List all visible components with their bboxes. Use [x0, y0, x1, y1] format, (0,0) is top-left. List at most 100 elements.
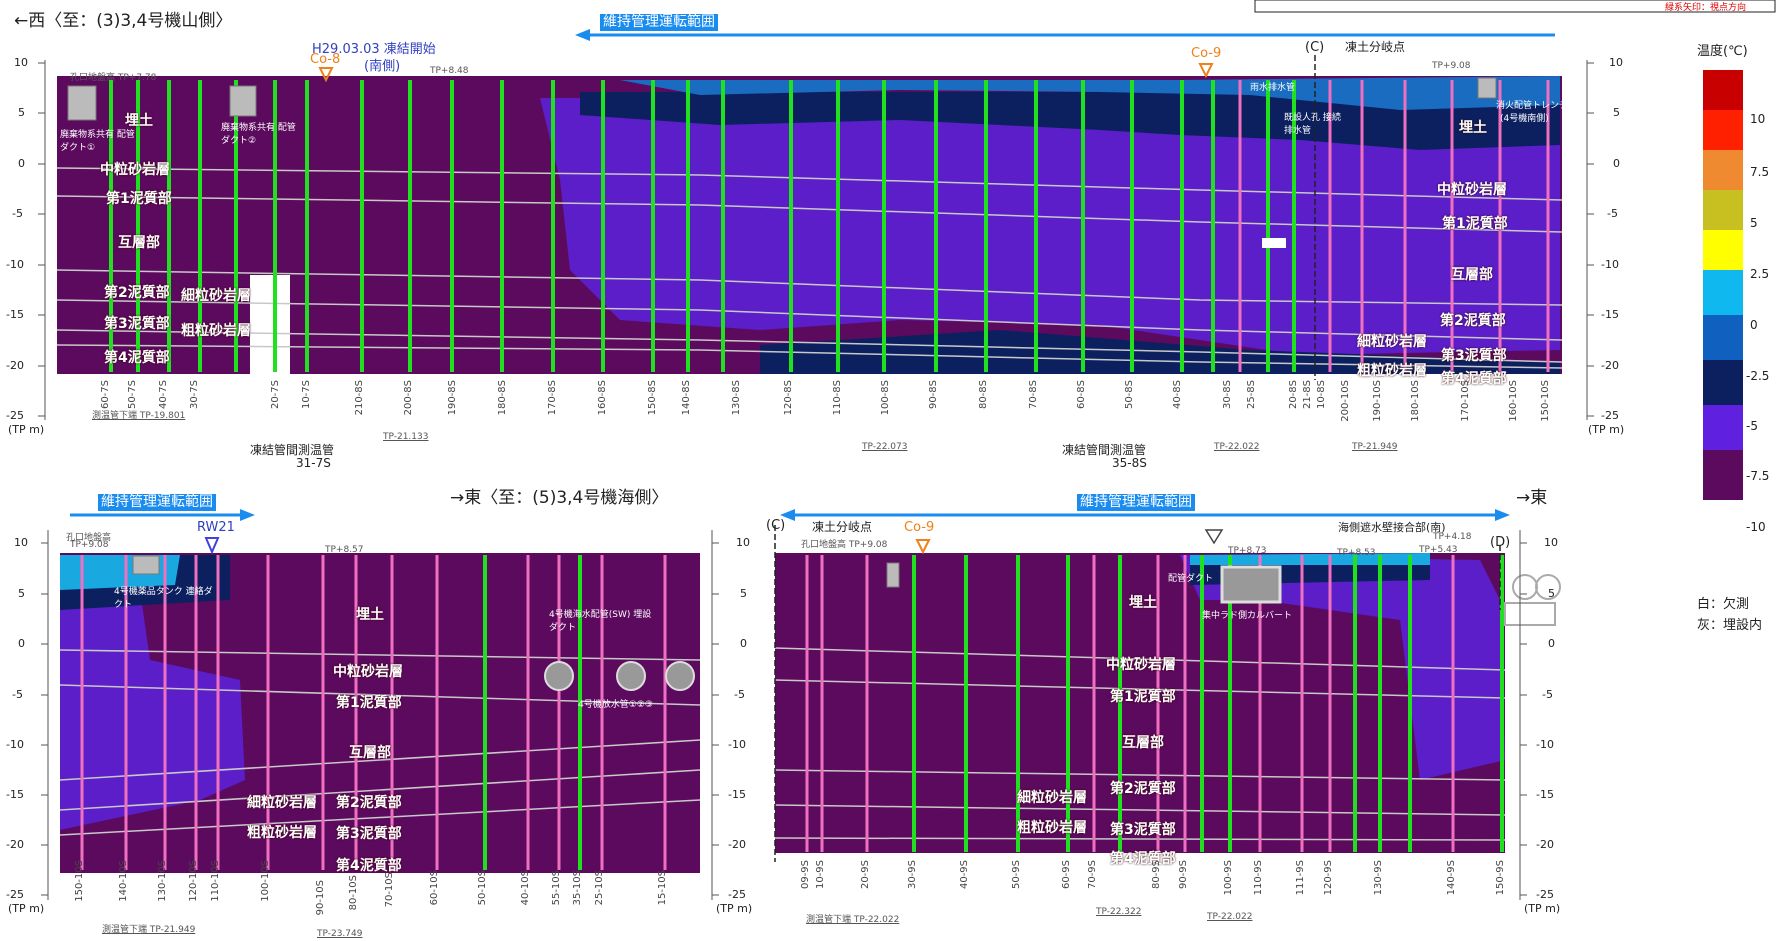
br-range-label: 維持管理運転範囲: [1077, 494, 1195, 511]
pipe-label: 130-9S: [1373, 860, 1384, 896]
waste-duct-1-label: 廃棄物系共有 配管ダクト①: [60, 130, 135, 153]
tp908-top: TP+9.08: [1432, 61, 1471, 71]
pipe-label: 40-8S: [1172, 380, 1183, 410]
pipe-label: 200-10S: [1340, 380, 1351, 422]
layer-mud3-top-right: 第3泥質部: [1441, 348, 1507, 364]
pipe-label: 21-8S: [1302, 380, 1313, 410]
legend-tick: -5: [1746, 419, 1758, 433]
layer-mud4-top-right: 第4泥質部: [1441, 371, 1507, 387]
top-range-arrowhead: [575, 29, 590, 41]
top-right-tick: 10: [1609, 56, 1623, 69]
bl-pink-pipes: [80, 555, 667, 870]
pipe-label: 70-10S: [384, 872, 395, 908]
top-bottom-tp3: TP-22.073: [862, 442, 908, 452]
tp848-label: TP+8.48: [430, 66, 469, 76]
bl-panel: [59, 553, 701, 873]
pipe-label: 50-8S: [1124, 380, 1135, 410]
br-right-tick: -5: [1542, 688, 1553, 701]
top-left-tick: -5: [12, 207, 23, 220]
bl-left-tick: -10: [6, 738, 24, 751]
legend-tick: -2.5: [1746, 369, 1770, 383]
layer-mud1-top: 第1泥質部: [106, 191, 172, 207]
legend-tick: 10: [1750, 112, 1766, 126]
pipe-label: 150-8S: [647, 380, 658, 416]
pipe-label: 180-8S: [497, 380, 508, 416]
seawall-structure: [1504, 574, 1561, 626]
pipe-label: 80-9S: [1151, 860, 1162, 890]
bl-range-label: 維持管理運転範囲: [98, 494, 216, 511]
top-left-axis: [38, 60, 46, 420]
pipe-label: 120-8S: [783, 380, 794, 416]
pipe-label: 200-8S: [403, 380, 414, 416]
br-layer-mud2: 第2泥質部: [1110, 781, 1176, 797]
drain-label: 既設人孔 接続排水管: [1284, 113, 1341, 136]
br-layer-alt: 互層部: [1122, 735, 1164, 751]
legend-white: 白：欠測: [1697, 597, 1750, 612]
br-right-unit: (TP m): [1524, 902, 1561, 915]
top-pink-pipes: [1238, 80, 1550, 372]
top-bottom-tp5: TP-21.949: [1352, 442, 1398, 452]
bl-left-tick: -5: [12, 688, 23, 701]
c-label-top: (C): [1305, 40, 1325, 55]
corner-note-box: [1254, 0, 1776, 13]
br-branch-label: 凍土分岐点: [812, 520, 873, 534]
bl-layer-fine: 細粒砂岩層: [247, 795, 317, 811]
top-title: ←西〈至：(3)3,4号機山側〉: [14, 11, 233, 31]
outlet-label: 4号機放水管①②③: [578, 700, 653, 710]
bl-right-tick: -25: [728, 888, 746, 901]
pipe-label: 150-10S: [1540, 380, 1551, 422]
pipe-label: 160-10S: [1508, 380, 1519, 422]
tp-ground-top: 孔口地盤高 TP+7.78: [70, 73, 157, 83]
br-green-pipes: [912, 555, 1504, 852]
br-sea-label: 海側遮水壁接合部(南): [1338, 521, 1446, 534]
layer-mud2-top-right: 第2泥質部: [1440, 313, 1506, 329]
top-bottom-navy: [760, 330, 1560, 374]
pipe-label: 20-7S: [270, 380, 281, 410]
pipe-label: 20-8S: [1288, 380, 1299, 410]
outlet-pipe-2: [616, 661, 646, 691]
pipe-label: 60-10S: [429, 870, 440, 906]
top-right-unit: (TP m): [1588, 423, 1625, 436]
layer-fine-top-right: 細粒砂岩層: [1357, 334, 1427, 350]
br-east-label: →東: [1516, 488, 1548, 508]
br-range-arrowhead-right: [1495, 509, 1510, 521]
pipe-label: 130-10S: [157, 860, 168, 902]
pipe-label: 110-9S: [1253, 860, 1264, 896]
br-right-tick: -20: [1536, 838, 1554, 851]
br-right-tick: 10: [1544, 536, 1558, 549]
bl-left-tick: -20: [6, 838, 24, 851]
co8-label: Co-8: [310, 52, 341, 67]
pipe-label: 60-8S: [1076, 380, 1087, 410]
br-layer-mid: 中粒砂岩層: [1106, 657, 1176, 673]
top-left-unit: (TP m): [8, 423, 45, 436]
waste-duct-2-label: 廃棄物系共有 配管ダクト②: [221, 123, 296, 146]
bl-layer-fill: 埋土: [356, 607, 384, 623]
bl-right-tick: 5: [740, 587, 747, 600]
bl-bottom-tp1: 測温管下端 TP-21.949: [102, 925, 196, 935]
pipe-label: 130-8S: [731, 380, 742, 416]
br-bottom-tp1: 測温管下端 TP-22.022: [806, 915, 900, 925]
rainpipe-label: 雨水排水管: [1250, 83, 1296, 93]
pipe-label: 15-10S: [657, 870, 668, 906]
layer-coarse-top: 粗粒砂岩層: [181, 323, 251, 339]
top-left-tick: 0: [18, 157, 25, 170]
br-c-label: (C): [766, 518, 786, 533]
tank-duct-label: 4号機薬品タンク 連絡ダクト: [114, 587, 213, 610]
pipe-label: 110-10S: [210, 860, 221, 902]
pipe-label: 35-10S: [572, 870, 583, 906]
bl-bottom-tp2: TP-23.749: [317, 929, 363, 939]
pipe-label: 140-9S: [1446, 860, 1457, 896]
br-layer-mud3: 第3泥質部: [1110, 822, 1176, 838]
br-tp853: TP+8.53: [1337, 548, 1376, 558]
br-tp-ground: 孔口地盤高 TP+9.08: [801, 540, 888, 550]
branch-label-top: 凍土分岐点: [1345, 40, 1406, 54]
br-tp418: TP+4.18: [1433, 532, 1472, 542]
bl-stratum-lines: [59, 649, 701, 836]
bl-right-tick: -20: [728, 838, 746, 851]
pipe-label: 55-10S: [551, 870, 562, 906]
br-co9-label: Co-9: [904, 520, 935, 535]
fire-trench-label: 消火配管トレンチ: [1496, 101, 1569, 111]
br-pink-pipes: [805, 555, 1455, 852]
pipe-label: 180-10S: [1410, 380, 1421, 422]
top-blue-band: [620, 76, 1560, 110]
